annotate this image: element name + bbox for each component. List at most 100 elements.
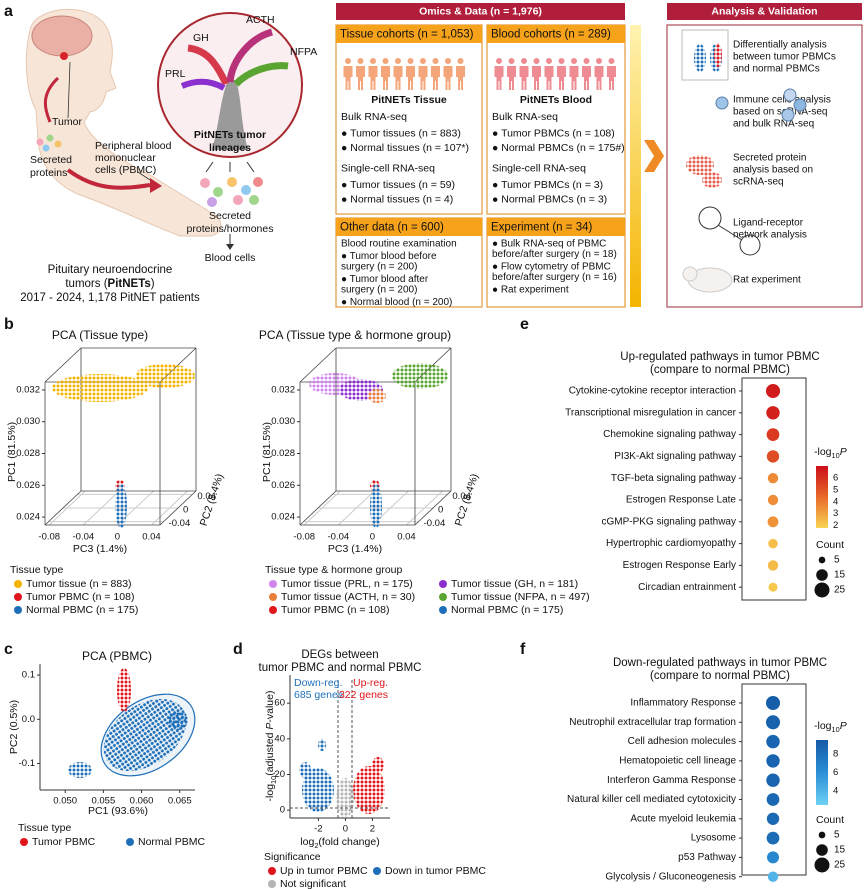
legend-marker xyxy=(373,867,381,875)
x-axis-label: log2(fold change) xyxy=(300,836,379,851)
legend-marker xyxy=(20,838,28,846)
dot xyxy=(768,582,778,592)
label: Blood routine examination xyxy=(341,239,457,250)
lineage-trunk xyxy=(212,80,248,150)
person-icon xyxy=(519,58,529,90)
category-label: Cell adhesion molecules xyxy=(628,736,736,747)
person-icon xyxy=(431,58,440,90)
category-label: Chemokine signaling pathway xyxy=(603,429,736,440)
network-icon xyxy=(739,234,761,256)
cohort-title: Blood cohorts (n = 289) xyxy=(491,29,611,41)
label: ● Tumor PBMCs (n = 108) xyxy=(492,127,615,139)
category-label: Interferon Gamma Response xyxy=(607,775,736,786)
dot xyxy=(766,450,780,463)
annotation: Down-reg. xyxy=(294,677,342,689)
cohort-title: Tissue cohorts (n = 1,053) xyxy=(340,29,474,41)
x-tick-label: -0.04 xyxy=(73,532,95,543)
label: GH xyxy=(193,32,209,44)
annotation: 685 genes xyxy=(294,689,343,701)
protein-icon xyxy=(54,140,62,148)
dot xyxy=(768,538,778,549)
label: Ligand-receptor xyxy=(733,218,804,229)
chart-title: PCA (Tissue type & hormone group) xyxy=(259,328,451,342)
y-tick-label: 0 xyxy=(280,805,285,816)
label: based on scRNA-seq xyxy=(733,107,828,118)
box-edge xyxy=(414,490,452,526)
legend-label: Normal PBMC xyxy=(138,836,206,848)
x-axis-label: PC1 (93.6%) xyxy=(88,805,148,817)
lineage-branch xyxy=(187,44,230,86)
legend-marker xyxy=(268,867,276,875)
label: Rat experiment xyxy=(733,275,801,286)
body-silhouette xyxy=(25,8,222,237)
size-legend-title: Count xyxy=(816,539,844,551)
legend-title: Significance xyxy=(264,851,321,863)
label: ● Normal blood (n = 200) xyxy=(341,297,452,308)
z-tick-label: -0.04 xyxy=(424,518,446,529)
network-edge xyxy=(717,224,743,241)
y-tick-label: -0.1 xyxy=(19,758,35,769)
category-label: Cytokine-cytokine receptor interaction xyxy=(569,386,736,397)
chart-title: Up-regulated pathways in tumor PBMC xyxy=(620,351,819,363)
x-tick-label: -0.08 xyxy=(293,532,315,543)
colorbar-tick-label: 5 xyxy=(833,484,838,495)
cell-icon xyxy=(783,88,797,102)
text-part: P xyxy=(840,446,847,458)
y-tick-label: 20 xyxy=(274,769,285,780)
colorbar xyxy=(816,740,828,805)
tumor-dot xyxy=(60,52,68,60)
y-tick-label: 0.024 xyxy=(271,512,295,523)
cell-icon xyxy=(715,96,729,110)
dot xyxy=(766,812,780,825)
x-tick-label: 0 xyxy=(115,532,120,543)
chart-title: PCA (Tissue type) xyxy=(52,328,148,342)
label: Single-cell RNA-seq xyxy=(492,162,586,174)
dot xyxy=(766,406,780,420)
arrow-head xyxy=(150,178,162,193)
label: before/after surgery (n = 18) xyxy=(492,249,617,260)
person-icon xyxy=(406,58,415,90)
x-tick-label: -0.04 xyxy=(328,532,350,543)
label: Secreted xyxy=(209,210,251,222)
colorbar-title: -log10P xyxy=(814,720,847,735)
dot xyxy=(766,428,780,441)
box-edge xyxy=(299,347,337,383)
category-label: Acute myeloid leukemia xyxy=(630,813,736,824)
x-tick-label: 0.065 xyxy=(168,796,192,807)
colorbar xyxy=(816,466,828,528)
legend-title: Tissue type & hormone group xyxy=(265,564,403,576)
category-label: cGMP-PKG signaling pathway xyxy=(601,516,736,527)
cohort-title: Experiment (n = 34) xyxy=(491,222,592,234)
person-icon xyxy=(456,58,465,90)
header-bar xyxy=(336,3,625,20)
label: before/after surgery (n = 16) xyxy=(492,272,617,283)
legend-label: Tumor PBMC (n = 108) xyxy=(281,604,389,616)
x-tick-label: 0.060 xyxy=(130,796,154,807)
x-tick-label: -2 xyxy=(314,824,322,835)
box-edge xyxy=(299,490,337,526)
text-part: ) xyxy=(151,278,155,290)
legend-title: Tissue type xyxy=(10,564,63,576)
protein-icon xyxy=(42,144,50,152)
colorbar-tick-label: 2 xyxy=(833,520,838,531)
category-label: Natural killer cell mediated cytotoxicit… xyxy=(567,794,736,805)
dot xyxy=(767,871,779,882)
category-label: Hypertrophic cardiomyopathy xyxy=(606,538,736,549)
label: analysis based on xyxy=(733,165,813,176)
arrow-head xyxy=(226,244,234,250)
protein-icon xyxy=(46,134,54,142)
legend-label: Up in tumor PBMC xyxy=(280,865,368,877)
text-part: 2 xyxy=(314,841,318,850)
person-icon xyxy=(381,58,390,90)
protein-icon xyxy=(36,138,44,146)
size-legend-label: 25 xyxy=(834,585,846,596)
point-cloud xyxy=(714,43,722,67)
label: Immune cells analysis xyxy=(733,95,831,106)
person-icon xyxy=(507,58,516,90)
text-part: P xyxy=(840,720,847,732)
z-tick-label: 0 xyxy=(183,505,188,516)
label: ● Tumor tissues (n = 59) xyxy=(341,179,455,191)
rat-icon xyxy=(682,266,698,282)
label: lineages xyxy=(209,142,251,154)
box-edge xyxy=(44,347,82,383)
